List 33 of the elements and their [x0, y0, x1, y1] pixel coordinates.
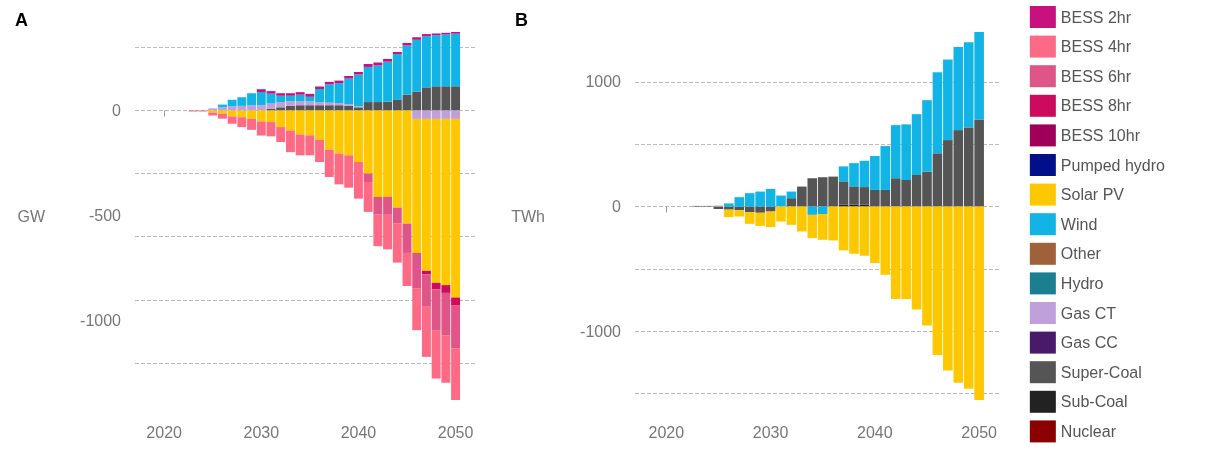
legend-label: BESS 10hr	[1060, 126, 1141, 144]
y-axis-title: GW	[17, 207, 46, 225]
y-tick-label: -1000	[580, 322, 622, 340]
x-tick-label: 2020	[648, 423, 685, 441]
legend-label: BESS 2hr	[1060, 8, 1132, 26]
legend-label: Other	[1060, 245, 1102, 263]
x-tick-label: 2050	[961, 423, 998, 441]
y-tick-label: -1000	[80, 312, 122, 330]
x-tick-label: 2040	[857, 423, 893, 441]
x-tick-label: 2050	[437, 423, 474, 441]
y-tick-label: 0	[112, 101, 122, 119]
legend-label: Nuclear	[1060, 422, 1117, 440]
y-axis-title: TWh	[511, 207, 545, 225]
legend-label: Super-Coal	[1060, 363, 1142, 381]
x-tick-label: 2020	[146, 423, 183, 441]
x-tick-label: 2030	[752, 423, 789, 441]
legend-label: BESS 8hr	[1060, 97, 1132, 115]
chart-title: A	[15, 10, 28, 30]
legend-label: Wind	[1060, 215, 1098, 233]
legend-label: Pumped hydro	[1060, 156, 1165, 174]
legend-label: BESS 4hr	[1060, 38, 1132, 56]
y-tick-label: -500	[88, 207, 122, 225]
legend-label: Gas CT	[1060, 304, 1117, 322]
x-tick-label: 2030	[243, 423, 280, 441]
chart-title: B	[515, 10, 528, 30]
legend-label: BESS 6hr	[1060, 67, 1132, 85]
legend-label: Gas CC	[1060, 334, 1118, 352]
y-tick-label: 0	[612, 198, 622, 216]
x-tick-label: 2040	[340, 423, 377, 441]
legend-label: Hydro	[1060, 274, 1104, 292]
y-tick-label: 1000	[585, 73, 622, 91]
legend-label: Sub-Coal	[1060, 393, 1128, 411]
legend-label: Solar PV	[1060, 186, 1125, 204]
